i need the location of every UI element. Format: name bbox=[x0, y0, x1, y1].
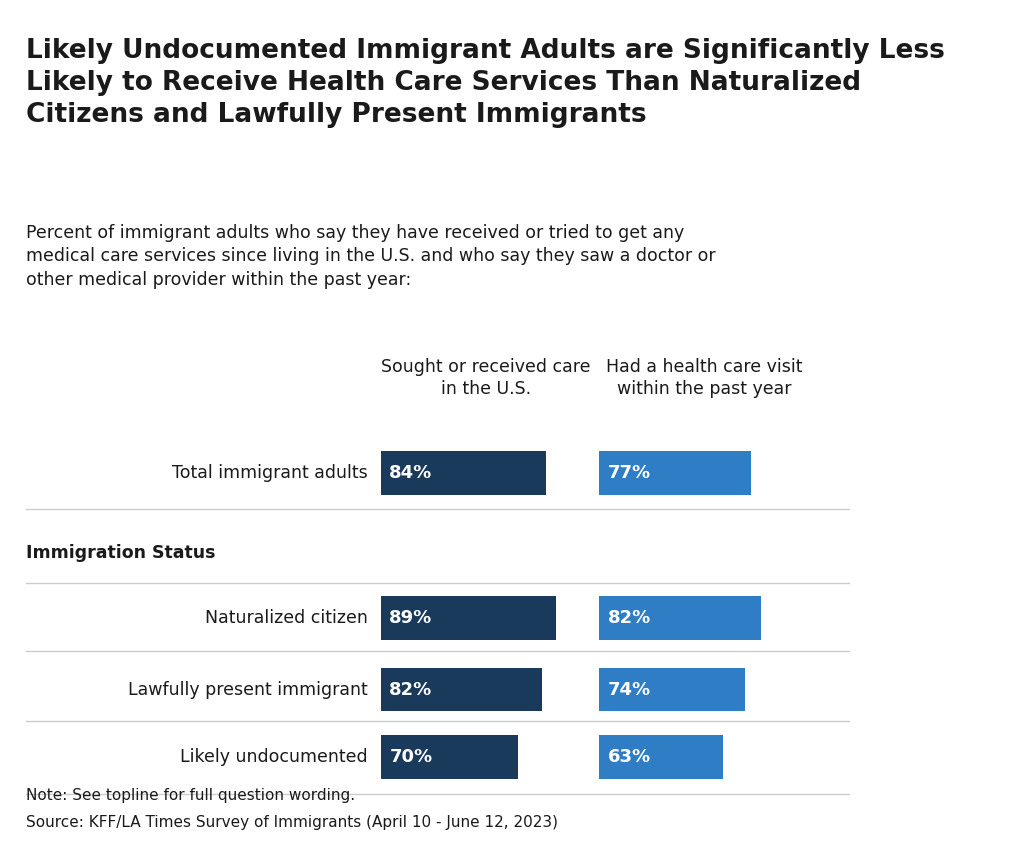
Text: Immigration Status: Immigration Status bbox=[27, 544, 216, 562]
Text: Total immigrant adults: Total immigrant adults bbox=[172, 463, 368, 482]
Text: Percent of immigrant adults who say they have received or tried to get any
medic: Percent of immigrant adults who say they… bbox=[27, 224, 716, 289]
FancyBboxPatch shape bbox=[599, 451, 751, 495]
FancyBboxPatch shape bbox=[381, 596, 556, 640]
FancyBboxPatch shape bbox=[381, 451, 546, 495]
Text: Source: KFF/LA Times Survey of Immigrants (April 10 - June 12, 2023): Source: KFF/LA Times Survey of Immigrant… bbox=[27, 815, 558, 830]
Text: Lawfully present immigrant: Lawfully present immigrant bbox=[128, 680, 368, 699]
Text: 70%: 70% bbox=[389, 748, 432, 766]
FancyBboxPatch shape bbox=[599, 596, 761, 640]
Text: Had a health care visit
within the past year: Had a health care visit within the past … bbox=[606, 358, 803, 398]
Text: 77%: 77% bbox=[608, 463, 651, 482]
Text: Likely undocumented: Likely undocumented bbox=[180, 748, 368, 766]
FancyBboxPatch shape bbox=[599, 735, 723, 779]
FancyBboxPatch shape bbox=[599, 668, 745, 711]
Text: 63%: 63% bbox=[608, 748, 651, 766]
Text: 82%: 82% bbox=[608, 609, 651, 627]
Text: Naturalized citizen: Naturalized citizen bbox=[205, 609, 368, 627]
Text: 82%: 82% bbox=[389, 680, 432, 699]
Text: 89%: 89% bbox=[389, 609, 432, 627]
Text: 84%: 84% bbox=[389, 463, 432, 482]
FancyBboxPatch shape bbox=[381, 735, 518, 779]
FancyBboxPatch shape bbox=[381, 668, 542, 711]
Text: Sought or received care
in the U.S.: Sought or received care in the U.S. bbox=[381, 358, 590, 398]
Text: Likely Undocumented Immigrant Adults are Significantly Less
Likely to Receive He: Likely Undocumented Immigrant Adults are… bbox=[27, 38, 945, 128]
Text: Note: See topline for full question wording.: Note: See topline for full question word… bbox=[27, 788, 355, 803]
Text: 74%: 74% bbox=[608, 680, 651, 699]
